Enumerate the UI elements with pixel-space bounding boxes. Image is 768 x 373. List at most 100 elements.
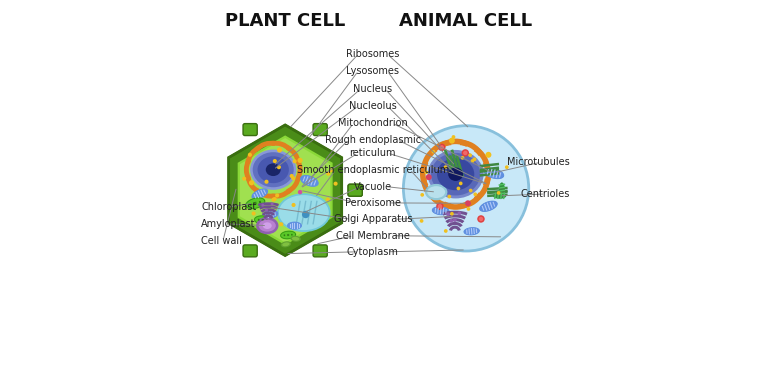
FancyBboxPatch shape bbox=[313, 245, 327, 257]
Ellipse shape bbox=[258, 219, 260, 220]
Circle shape bbox=[467, 207, 470, 211]
Text: PLANT CELL: PLANT CELL bbox=[225, 12, 346, 30]
Circle shape bbox=[333, 182, 338, 186]
Ellipse shape bbox=[493, 193, 506, 199]
Circle shape bbox=[326, 172, 330, 176]
Circle shape bbox=[438, 144, 445, 151]
Ellipse shape bbox=[292, 237, 300, 241]
Polygon shape bbox=[485, 169, 504, 178]
Circle shape bbox=[477, 215, 485, 223]
Ellipse shape bbox=[250, 150, 296, 190]
Ellipse shape bbox=[427, 186, 445, 198]
Circle shape bbox=[485, 152, 492, 158]
Ellipse shape bbox=[257, 156, 289, 183]
Ellipse shape bbox=[266, 163, 280, 176]
Circle shape bbox=[280, 222, 283, 226]
Text: Golgi Apparatus: Golgi Apparatus bbox=[333, 214, 412, 224]
Polygon shape bbox=[252, 189, 267, 199]
Text: Centrioles: Centrioles bbox=[521, 189, 570, 199]
Ellipse shape bbox=[287, 235, 290, 236]
Circle shape bbox=[329, 168, 333, 172]
Circle shape bbox=[458, 211, 462, 215]
Circle shape bbox=[505, 165, 508, 169]
Text: Ribosomes: Ribosomes bbox=[346, 49, 399, 59]
Circle shape bbox=[436, 203, 444, 210]
Ellipse shape bbox=[428, 150, 484, 198]
Ellipse shape bbox=[258, 219, 260, 220]
Ellipse shape bbox=[259, 201, 261, 202]
Ellipse shape bbox=[250, 203, 251, 204]
Ellipse shape bbox=[291, 234, 293, 235]
Circle shape bbox=[271, 198, 276, 202]
Circle shape bbox=[270, 203, 273, 206]
Circle shape bbox=[420, 219, 423, 223]
Ellipse shape bbox=[281, 241, 291, 247]
FancyBboxPatch shape bbox=[348, 184, 362, 196]
Circle shape bbox=[438, 204, 442, 209]
Text: Nucleus: Nucleus bbox=[353, 84, 392, 94]
Circle shape bbox=[264, 180, 269, 184]
Circle shape bbox=[463, 151, 468, 155]
Circle shape bbox=[472, 157, 476, 161]
Circle shape bbox=[242, 176, 247, 181]
Circle shape bbox=[425, 170, 429, 174]
Ellipse shape bbox=[256, 217, 279, 234]
Polygon shape bbox=[255, 216, 271, 224]
Circle shape bbox=[252, 211, 256, 216]
Ellipse shape bbox=[266, 219, 268, 220]
Ellipse shape bbox=[282, 242, 290, 246]
Circle shape bbox=[302, 211, 310, 218]
Ellipse shape bbox=[253, 152, 293, 187]
Ellipse shape bbox=[262, 219, 264, 220]
Circle shape bbox=[297, 158, 303, 163]
Circle shape bbox=[468, 189, 472, 192]
Ellipse shape bbox=[250, 204, 252, 205]
Circle shape bbox=[444, 229, 448, 233]
Circle shape bbox=[248, 153, 252, 157]
FancyBboxPatch shape bbox=[313, 123, 327, 135]
Polygon shape bbox=[237, 135, 333, 245]
Circle shape bbox=[465, 200, 471, 206]
Ellipse shape bbox=[261, 220, 264, 221]
Text: Cell Membrane: Cell Membrane bbox=[336, 231, 410, 241]
Ellipse shape bbox=[250, 205, 252, 206]
Circle shape bbox=[276, 165, 281, 169]
Circle shape bbox=[326, 198, 329, 202]
Ellipse shape bbox=[437, 158, 475, 190]
Text: Mitochondrion: Mitochondrion bbox=[338, 118, 408, 128]
Ellipse shape bbox=[287, 234, 290, 235]
Circle shape bbox=[403, 126, 528, 251]
Ellipse shape bbox=[279, 195, 329, 230]
Text: Lysosomes: Lysosomes bbox=[346, 66, 399, 76]
Circle shape bbox=[456, 186, 460, 190]
Text: Smooth endoplasmic reticulum: Smooth endoplasmic reticulum bbox=[296, 165, 449, 175]
Text: Peroxisome: Peroxisome bbox=[345, 198, 401, 208]
Ellipse shape bbox=[449, 167, 463, 181]
Text: reticulum: reticulum bbox=[349, 148, 396, 158]
Circle shape bbox=[473, 192, 477, 196]
Text: ANIMAL CELL: ANIMAL CELL bbox=[399, 12, 533, 30]
Circle shape bbox=[249, 180, 254, 185]
Ellipse shape bbox=[283, 235, 285, 236]
Polygon shape bbox=[432, 207, 449, 214]
Ellipse shape bbox=[266, 220, 268, 221]
FancyBboxPatch shape bbox=[348, 184, 362, 196]
Circle shape bbox=[432, 150, 435, 154]
Circle shape bbox=[277, 147, 282, 153]
Circle shape bbox=[458, 182, 462, 185]
Circle shape bbox=[273, 197, 276, 201]
Circle shape bbox=[265, 209, 268, 211]
Ellipse shape bbox=[431, 153, 480, 195]
Circle shape bbox=[291, 176, 295, 180]
Polygon shape bbox=[480, 201, 497, 211]
Text: Rough endoplasmic: Rough endoplasmic bbox=[325, 135, 421, 144]
Polygon shape bbox=[229, 125, 342, 256]
Text: Vacuole: Vacuole bbox=[354, 182, 392, 191]
Text: Microtubules: Microtubules bbox=[507, 157, 570, 167]
Polygon shape bbox=[280, 231, 296, 239]
Circle shape bbox=[468, 153, 472, 157]
Circle shape bbox=[449, 138, 455, 144]
Circle shape bbox=[439, 145, 444, 150]
Polygon shape bbox=[464, 228, 479, 235]
Ellipse shape bbox=[259, 201, 261, 203]
